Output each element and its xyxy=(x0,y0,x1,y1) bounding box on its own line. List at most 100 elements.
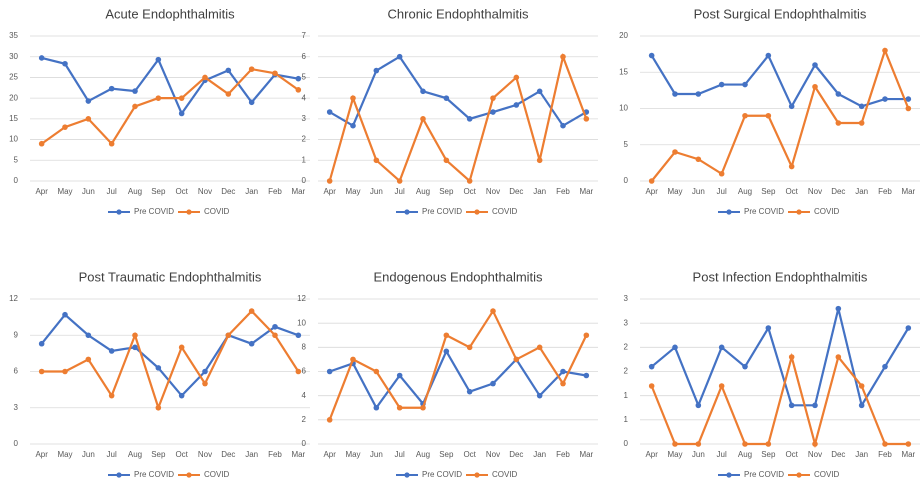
x-tick-label: Jun xyxy=(370,187,383,196)
x-tick-label: Oct xyxy=(463,450,476,459)
series-line xyxy=(41,67,299,146)
y-tick-label: 5 xyxy=(302,73,307,82)
x-tick-label: Dec xyxy=(509,187,523,196)
point xyxy=(905,105,912,112)
y-tick-label: 7 xyxy=(302,31,307,40)
x-tick-label: Aug xyxy=(416,450,430,459)
point xyxy=(812,83,818,90)
point xyxy=(835,120,842,126)
point xyxy=(765,325,772,331)
point xyxy=(396,404,403,411)
point xyxy=(718,344,725,351)
chart-title: Post Infection Endophthalmitis xyxy=(693,269,868,284)
point xyxy=(812,441,818,447)
x-tick-label: Oct xyxy=(785,187,798,196)
x-tick-label: Sep xyxy=(439,450,454,459)
legend-label: Pre COVID xyxy=(134,470,174,479)
legend-label: Pre COVID xyxy=(134,207,174,216)
point xyxy=(695,91,702,97)
point xyxy=(155,56,162,63)
y-tick-label: 0 xyxy=(14,439,19,448)
legend-label: COVID xyxy=(204,207,230,216)
point xyxy=(350,122,356,129)
point xyxy=(583,332,590,339)
point xyxy=(202,368,208,375)
x-tick-label: Oct xyxy=(785,450,798,459)
point xyxy=(373,368,380,375)
x-tick-label: Jan xyxy=(245,450,258,459)
series-line xyxy=(650,352,909,449)
chart-title: Post Surgical Endophthalmitis xyxy=(694,6,867,21)
point xyxy=(513,356,520,363)
y-tick-label: 1 xyxy=(624,391,629,400)
legend-marker xyxy=(796,472,802,478)
x-tick-label: Nov xyxy=(198,450,212,459)
y-tick-label: 6 xyxy=(302,367,307,376)
x-tick-label: Jul xyxy=(395,450,405,459)
point xyxy=(420,116,426,122)
x-tick-label: Mar xyxy=(579,450,593,459)
y-tick-label: 12 xyxy=(297,294,306,303)
x-tick-label: Apr xyxy=(645,187,658,196)
point xyxy=(672,149,678,155)
point xyxy=(788,402,795,409)
point xyxy=(648,178,655,184)
point xyxy=(155,404,162,411)
y-tick-label: 1 xyxy=(624,415,629,424)
chart-title: Post Traumatic Endophthalmitis xyxy=(79,269,262,284)
point xyxy=(858,402,865,409)
point xyxy=(38,140,45,147)
point xyxy=(85,332,92,339)
x-tick-label: Dec xyxy=(831,450,845,459)
x-tick-label: Oct xyxy=(175,450,188,459)
x-tick-label: Jan xyxy=(855,187,868,196)
point xyxy=(62,311,68,318)
legend-label: COVID xyxy=(492,470,518,479)
point xyxy=(490,380,496,387)
point xyxy=(326,368,333,375)
x-tick-label: Sep xyxy=(761,187,776,196)
y-tick-label: 3 xyxy=(624,294,629,303)
point xyxy=(648,383,655,389)
x-tick-label: Jan xyxy=(533,187,546,196)
x-tick-label: Apr xyxy=(323,187,336,196)
point xyxy=(272,332,278,339)
legend-label: Pre COVID xyxy=(422,207,462,216)
legend-marker xyxy=(404,472,410,478)
x-tick-label: Sep xyxy=(761,450,776,459)
point xyxy=(132,88,138,94)
point xyxy=(350,95,356,101)
point xyxy=(295,75,302,82)
point xyxy=(373,157,380,164)
x-tick-label: May xyxy=(667,187,682,196)
series-line xyxy=(40,313,299,398)
x-tick-label: Mar xyxy=(901,187,915,196)
x-tick-label: Mar xyxy=(579,187,593,196)
series-line xyxy=(41,56,299,116)
x-tick-label: Jan xyxy=(855,450,868,459)
y-tick-label: 0 xyxy=(624,439,629,448)
point xyxy=(648,52,655,59)
point xyxy=(466,344,473,351)
x-tick-label: Dec xyxy=(221,187,235,196)
x-tick-label: Feb xyxy=(878,450,892,459)
point xyxy=(695,156,702,163)
chart-title: Chronic Endophthalmitis xyxy=(388,6,529,21)
point xyxy=(225,67,232,74)
point xyxy=(62,60,68,67)
x-tick-label: Apr xyxy=(645,450,658,459)
point xyxy=(835,354,842,360)
legend-marker xyxy=(116,472,122,478)
point xyxy=(350,356,356,363)
point xyxy=(178,110,185,117)
x-tick-label: Nov xyxy=(198,187,212,196)
y-tick-label: 6 xyxy=(14,367,19,376)
point xyxy=(536,392,543,399)
point xyxy=(178,95,185,101)
point xyxy=(812,62,818,68)
series-line xyxy=(41,309,300,412)
point xyxy=(443,348,450,355)
point xyxy=(788,103,795,110)
legend-marker xyxy=(404,209,410,215)
x-tick-label: Jan xyxy=(245,187,258,196)
